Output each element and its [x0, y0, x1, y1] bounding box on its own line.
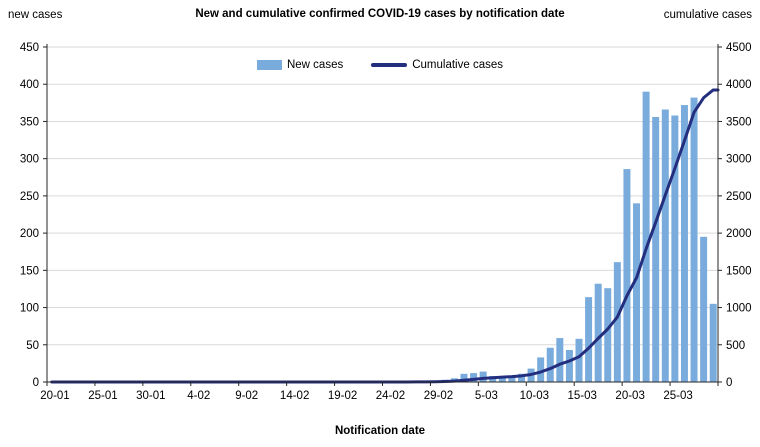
new-cases-bar	[680, 105, 688, 382]
x-axis-tick-label: 30-01	[136, 390, 165, 402]
new-cases-bar	[556, 338, 564, 382]
left-axis-unit-label: new cases	[8, 9, 63, 21]
right-axis-tick-label: 3000	[726, 154, 752, 166]
x-axis-tick-label: 25-03	[663, 390, 692, 402]
x-axis-tick-label: 20-03	[615, 390, 644, 402]
chart-title: New and cumulative confirmed COVID-19 ca…	[195, 8, 565, 20]
x-axis-tick-label: 9-02	[235, 390, 258, 402]
new-cases-bar	[479, 371, 487, 382]
new-cases-bar	[470, 373, 478, 382]
new-cases-bar	[546, 347, 554, 382]
x-axis-tick-label: 15-03	[567, 390, 596, 402]
new-cases-bar	[700, 236, 708, 382]
new-cases-bar	[565, 349, 573, 382]
left-axis-tick-label: 0	[33, 377, 39, 389]
left-axis-tick-label: 350	[20, 116, 39, 128]
chart-legend: New cases Cumulative cases	[0, 59, 760, 71]
right-axis-unit-label: cumulative cases	[663, 9, 752, 21]
x-axis-title: Notification date	[334, 425, 426, 437]
legend-item-cumulative-cases: Cumulative cases	[371, 59, 503, 71]
new-cases-bar	[594, 283, 602, 382]
right-axis-tick-label: 500	[726, 340, 745, 352]
right-axis-tick-label: 4500	[726, 42, 752, 54]
right-axis-tick-label: 1500	[726, 265, 752, 277]
new-cases-bar	[642, 91, 650, 383]
x-axis-tick-label: 4-02	[187, 390, 210, 402]
left-axis-tick-label: 250	[20, 191, 39, 203]
x-axis-tick-label: 5-03	[475, 390, 498, 402]
x-axis-tick-label: 20-01	[40, 390, 69, 402]
new-cases-bar	[585, 297, 593, 382]
new-cases-bar	[508, 376, 516, 382]
right-axis-tick-label: 2000	[726, 228, 752, 240]
new-cases-bar	[623, 169, 631, 382]
x-axis-tick-label: 25-01	[88, 390, 117, 402]
cumulative-cases-line-swatch-icon	[371, 63, 408, 67]
right-axis-tick-label: 4000	[726, 79, 752, 91]
new-cases-bar	[498, 376, 506, 382]
left-axis-tick-label: 150	[20, 265, 39, 277]
new-cases-bar	[633, 203, 641, 382]
x-axis-tick-label: 24-02	[376, 390, 405, 402]
new-cases-bar	[690, 97, 698, 383]
new-cases-bar	[613, 262, 621, 382]
left-axis-tick-label: 400	[20, 79, 39, 91]
new-cases-bar	[460, 373, 468, 382]
left-axis-tick-label: 200	[20, 228, 39, 240]
right-axis-tick-label: 1000	[726, 303, 752, 315]
new-cases-bar	[537, 357, 545, 382]
right-axis-tick-label: 3500	[726, 116, 752, 128]
new-cases-bar	[518, 373, 525, 382]
x-axis-tick-label: 10-03	[520, 390, 549, 402]
x-axis-tick-label: 14-02	[280, 390, 309, 402]
right-axis-tick-label: 0	[726, 377, 732, 389]
left-axis-tick-label: 100	[20, 303, 39, 315]
new-cases-bar	[709, 303, 717, 382]
left-axis-tick-label: 450	[20, 42, 39, 54]
x-axis-tick-label: 19-02	[328, 390, 357, 402]
left-axis-tick-label: 300	[20, 154, 39, 166]
new-cases-bar	[575, 338, 583, 382]
legend-label-new-cases: New cases	[286, 59, 344, 71]
new-cases-bar	[671, 115, 679, 383]
left-axis-tick-label: 50	[26, 340, 39, 352]
legend-label-cumulative-cases: Cumulative cases	[412, 59, 503, 71]
new-cases-bar	[661, 109, 669, 382]
legend-item-new-cases: New cases	[256, 59, 344, 71]
new-cases-bar	[604, 288, 612, 382]
new-cases-swatch-icon	[256, 60, 282, 70]
new-cases-bar	[652, 116, 660, 382]
x-axis-tick-label: 29-02	[424, 390, 453, 402]
right-axis-tick-label: 2500	[726, 191, 752, 203]
